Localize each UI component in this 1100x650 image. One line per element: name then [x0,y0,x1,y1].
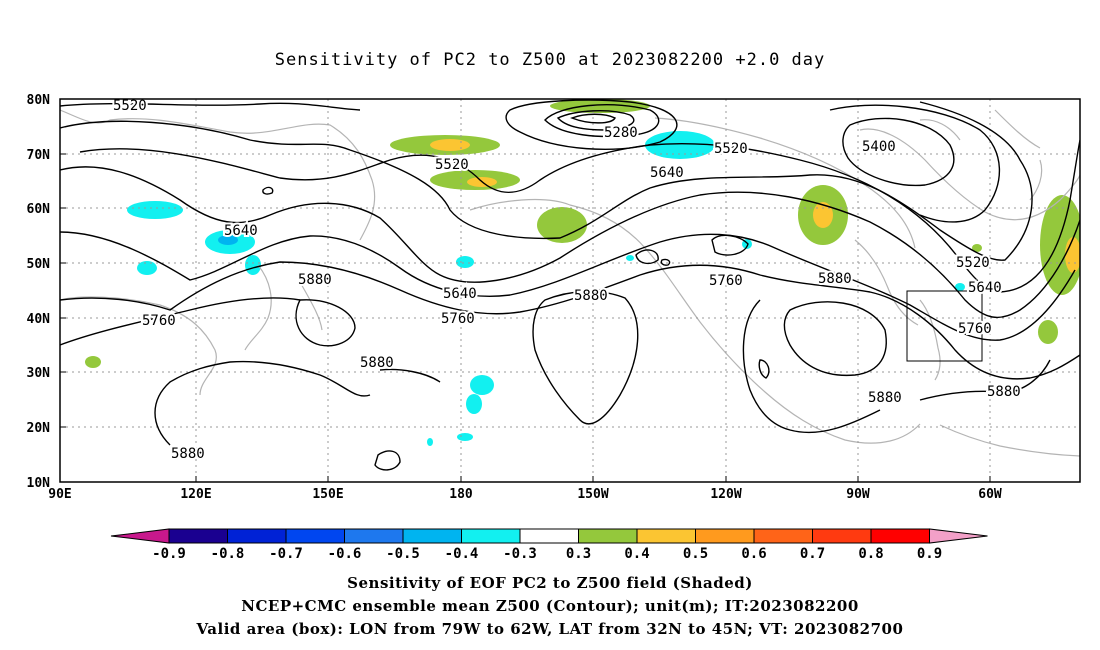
lon-label: 120W [710,487,741,502]
graticule [60,99,1080,482]
caption-contour: NCEP+CMC ensemble mean Z500 (Contour); u… [241,597,859,615]
colorbar-swatch [285,528,345,544]
colorbar-swatch [402,528,462,544]
axis-ticks [60,98,991,482]
map-frame [59,98,1081,483]
contour-label: 5520 [714,141,748,157]
contour-label: 5640 [443,286,477,302]
colorbar-swatch [227,528,287,544]
colorbar-swatch [461,528,521,544]
lat-label: 50N [27,257,51,272]
contour-label-group: 5520 5280 5520 5400 5520 5640 5640 5640 … [111,96,1004,464]
colorbar-swatch [519,528,579,544]
map-title: Sensitivity of PC2 to Z500 at 2023082200… [274,50,826,70]
sensitivity-map: 5520 5280 5520 5400 5520 5640 5640 5640 … [27,93,1081,562]
colorbar-label: -0.5 [386,546,420,562]
contour-label: 5760 [958,321,992,337]
contour-label: 5520 [113,98,147,114]
colorbar-label: -0.3 [503,546,537,562]
colorbar-label: 0.6 [741,546,766,562]
contour-label: 5760 [441,311,475,327]
colorbar-label: -0.8 [211,546,245,562]
colorbar-label: -0.7 [269,546,303,562]
lon-label: 90E [48,487,71,502]
colorbar-swatch [695,528,755,544]
lat-label: 80N [27,93,51,108]
colorbar-label: 0.4 [624,546,649,562]
coastlines [60,109,1080,457]
colorbar-swatch [753,528,813,544]
lat-label: 20N [27,421,51,436]
contour-label: 5880 [171,446,205,462]
colorbar: -0.9 -0.8 -0.7 -0.6 -0.5 -0.4 -0.3 0.3 0.4 0.5 0.6… [110,528,988,562]
colorbar-label: 0.9 [917,546,942,562]
colorbar-swatch [812,528,872,544]
colorbar-label: -0.6 [328,546,362,562]
colorbar-swatch [578,528,638,544]
contour-label: 5640 [650,165,684,181]
colorbar-swatch [870,528,930,544]
contour-label: 5760 [709,273,743,289]
contour-label: 5400 [862,139,896,155]
contour-label: 5880 [298,272,332,288]
colorbar-label: -0.9 [152,546,186,562]
contour-label: 5760 [142,313,176,329]
lon-label: 180 [449,487,473,502]
lat-label: 40N [27,312,51,327]
lon-label: 90W [846,487,870,502]
contour-label: 5880 [574,288,608,304]
z500-contours [60,99,1080,471]
contour-label: 5880 [868,390,902,406]
lat-label: 70N [27,148,51,163]
colorbar-low-extension [110,528,170,544]
contour-label: 5520 [956,255,990,271]
colorbar-swatch [636,528,696,544]
colorbar-label: -0.4 [445,546,479,562]
contour-label: 5280 [604,125,638,141]
contour-label: 5640 [968,280,1002,296]
contour-label: 5640 [224,223,258,239]
caption-shading: Sensitivity of EOF PC2 to Z500 field (Sh… [347,574,753,592]
contour-label: 5520 [435,157,469,173]
colorbar-label: 0.5 [683,546,708,562]
colorbar-swatch [168,528,228,544]
lat-label: 60N [27,202,51,217]
lon-label: 120E [180,487,211,502]
caption-valid-area: Valid area (box): LON from 79W to 62W, L… [196,620,904,638]
lat-label: 10N [27,476,51,491]
contour-label: 5880 [987,384,1021,400]
contour-label: 5880 [818,271,852,287]
colorbar-label: 0.8 [858,546,883,562]
lon-label: 150E [312,487,343,502]
colorbar-swatch [344,528,404,544]
sensitivity-shading [85,99,1080,446]
valid-area-box [906,290,983,362]
contour-label: 5880 [360,355,394,371]
colorbar-label: 0.7 [800,546,825,562]
colorbar-high-extension [929,528,988,544]
colorbar-label: 0.3 [566,546,591,562]
lat-label: 30N [27,366,51,381]
lon-label: 150W [577,487,608,502]
lon-label: 60W [978,487,1002,502]
